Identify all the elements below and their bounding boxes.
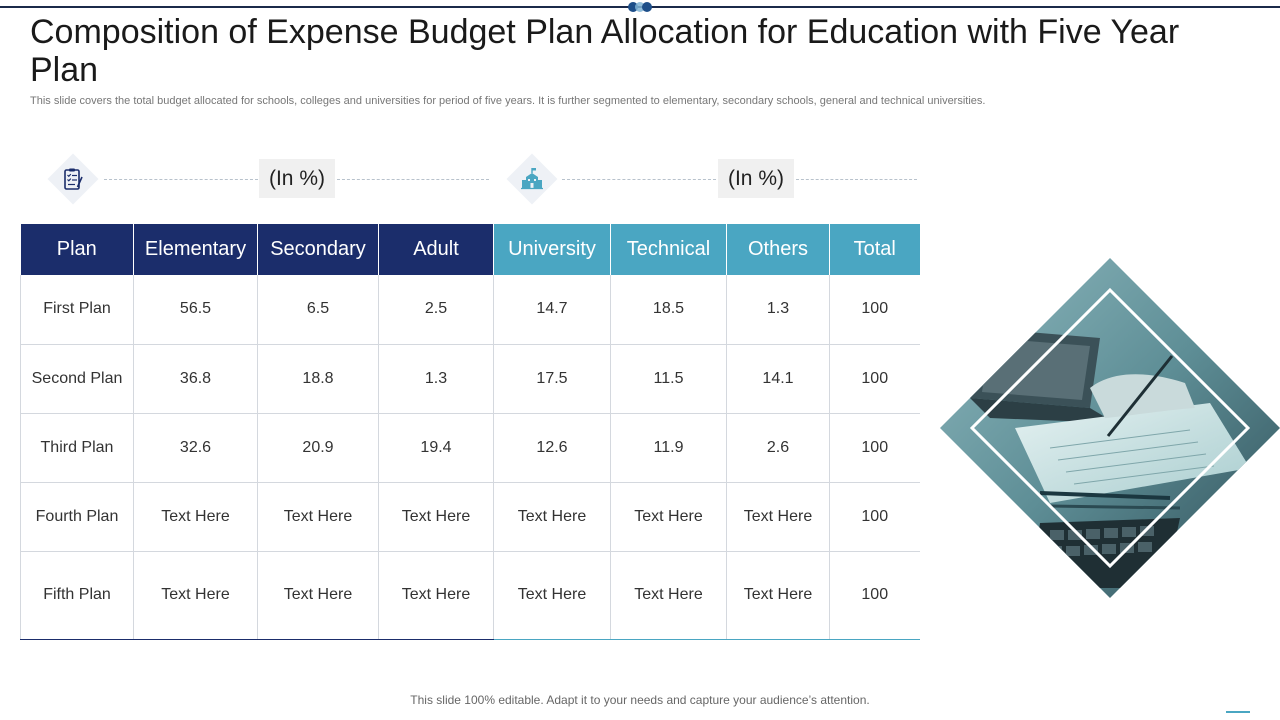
table-cell: Text Here — [378, 551, 494, 640]
slide-footer: This slide 100% editable. Adapt it to yo… — [410, 693, 870, 707]
divider-dashed — [796, 179, 917, 180]
table-cell: 14.1 — [726, 344, 830, 414]
column-header-others: Others — [726, 224, 830, 275]
table-cell: 1.3 — [726, 275, 830, 345]
table-cell: 100 — [829, 413, 920, 483]
table-cell: Text Here — [133, 551, 258, 640]
unit-label: (In %) — [259, 159, 335, 198]
table-cell: Text Here — [133, 482, 258, 552]
table-cell: 2.5 — [378, 275, 494, 345]
table-cell: Text Here — [257, 551, 379, 640]
table-row: First Plan 56.5 6.5 2.5 14.7 18.5 1.3 10… — [20, 275, 920, 345]
column-header-plan: Plan — [20, 224, 134, 275]
table-row: Third Plan 32.6 20.9 19.4 12.6 11.9 2.6 … — [20, 413, 920, 483]
budget-allocation-table: Plan Elementary Secondary Adult Universi… — [20, 224, 920, 640]
table-cell: Text Here — [493, 551, 611, 640]
column-header-secondary: Secondary — [257, 224, 379, 275]
table-cell: 19.4 — [378, 413, 494, 483]
table-cell: 56.5 — [133, 275, 258, 345]
table-cell: 17.5 — [493, 344, 611, 414]
table-cell: 11.5 — [610, 344, 727, 414]
top-decoration-dots — [626, 2, 654, 12]
table-cell: Text Here — [610, 482, 727, 552]
column-header-elementary: Elementary — [133, 224, 258, 275]
table-cell: 100 — [829, 275, 920, 345]
table-cell: Text Here — [726, 551, 830, 640]
clipboard-checklist-icon — [47, 153, 99, 205]
table-cell: 12.6 — [493, 413, 611, 483]
unit-label: (In %) — [718, 159, 794, 198]
table-cell: 1.3 — [378, 344, 494, 414]
divider-dashed — [337, 179, 489, 180]
column-header-technical: Technical — [610, 224, 727, 275]
school-building-icon — [506, 153, 558, 205]
row-label: Fourth Plan — [20, 482, 134, 552]
table-cell: Text Here — [378, 482, 494, 552]
corner-accent — [1226, 711, 1250, 713]
table-cell: 18.5 — [610, 275, 727, 345]
table-row: Fourth Plan Text Here Text Here Text Her… — [20, 482, 920, 552]
table-cell: 36.8 — [133, 344, 258, 414]
table-cell: 32.6 — [133, 413, 258, 483]
table-cell: 100 — [829, 551, 920, 640]
column-header-adult: Adult — [378, 224, 494, 275]
row-label: First Plan — [20, 275, 134, 345]
row-label: Fifth Plan — [20, 551, 134, 640]
divider-dashed — [562, 179, 716, 180]
divider-dashed — [104, 179, 258, 180]
table-row: Fifth Plan Text Here Text Here Text Here… — [20, 551, 920, 640]
table-cell: Text Here — [610, 551, 727, 640]
table-cell: 11.9 — [610, 413, 727, 483]
table-cell: 14.7 — [493, 275, 611, 345]
table-cell: 18.8 — [257, 344, 379, 414]
table-header-row: Plan Elementary Secondary Adult Universi… — [20, 224, 920, 275]
table-cell: 100 — [829, 482, 920, 552]
table-cell: Text Here — [257, 482, 379, 552]
table-row: Second Plan 36.8 18.8 1.3 17.5 11.5 14.1… — [20, 344, 920, 414]
slide-subtitle: This slide covers the total budget alloc… — [30, 95, 986, 107]
row-label: Third Plan — [20, 413, 134, 483]
hands-writing-on-paper-near-laptop-photo — [940, 258, 1280, 598]
slide-title: Composition of Expense Budget Plan Alloc… — [30, 13, 1180, 89]
table-cell: 100 — [829, 344, 920, 414]
table-cell: Text Here — [493, 482, 611, 552]
table-cell: 2.6 — [726, 413, 830, 483]
column-header-university: University — [493, 224, 611, 275]
column-header-total: Total — [829, 224, 920, 275]
row-label: Second Plan — [20, 344, 134, 414]
table-cell: 6.5 — [257, 275, 379, 345]
table-cell: Text Here — [726, 482, 830, 552]
table-cell: 20.9 — [257, 413, 379, 483]
